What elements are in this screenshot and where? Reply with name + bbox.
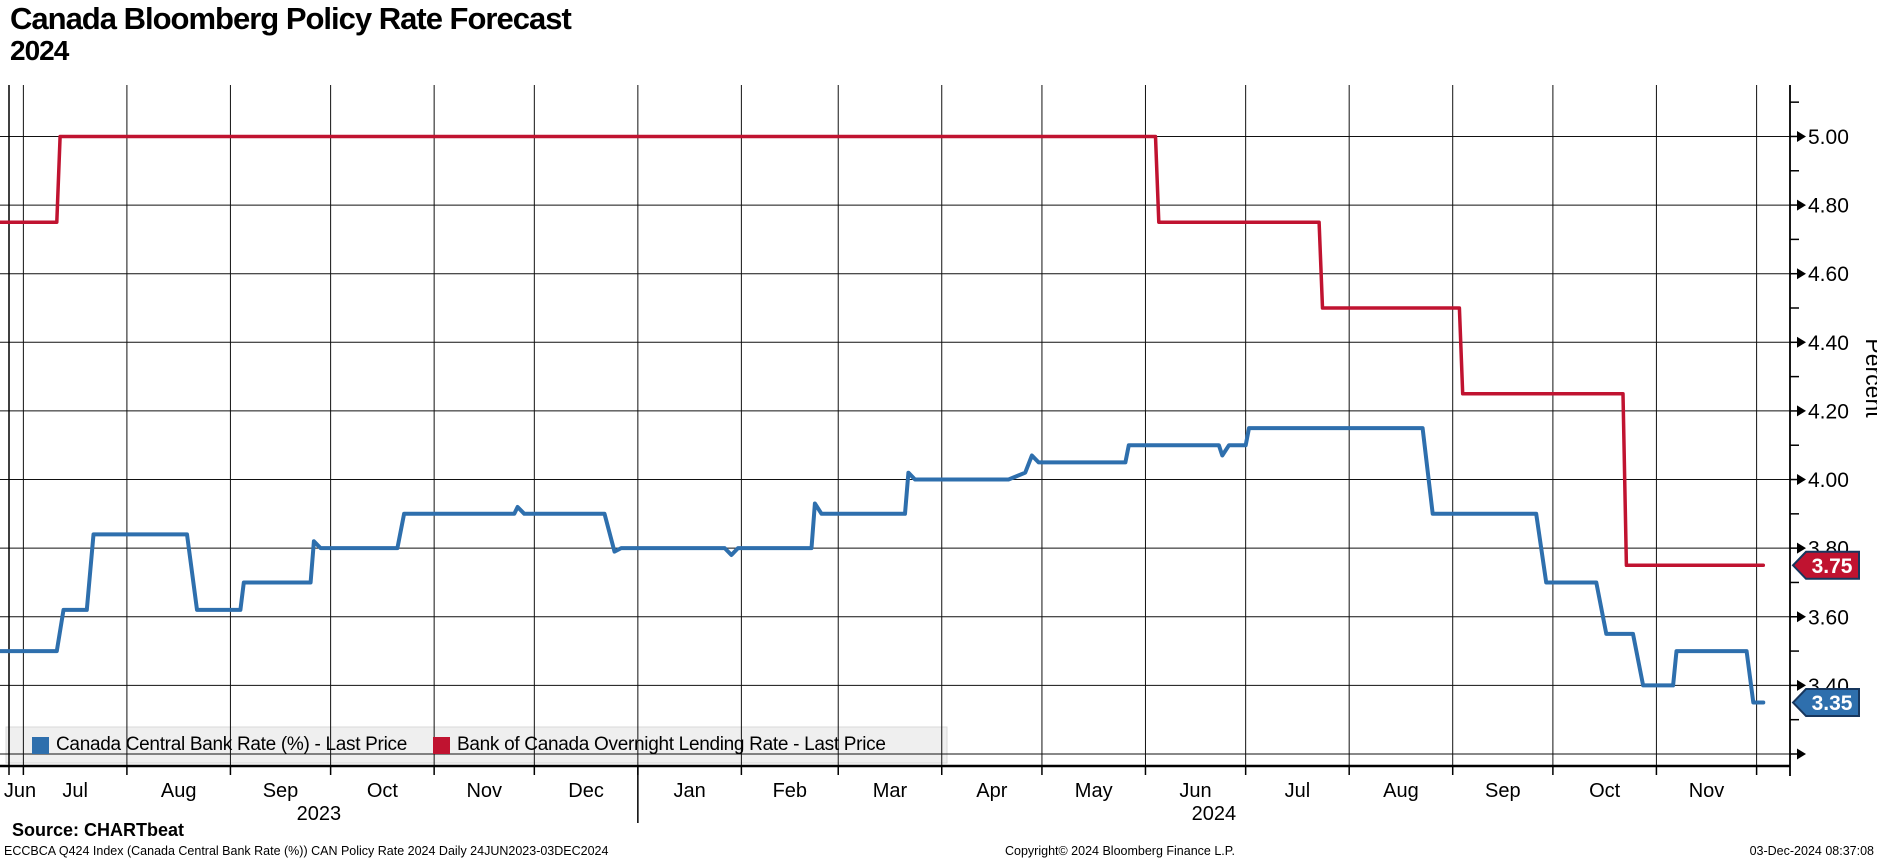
svg-text:3.35: 3.35 (1812, 692, 1853, 715)
y-axis-title: Percent (1861, 338, 1877, 418)
svg-text:4.60: 4.60 (1808, 263, 1849, 286)
svg-text:2024: 2024 (1192, 803, 1237, 825)
source-label: Source: CHARTbeat (12, 820, 185, 840)
page-title: Canada Bloomberg Policy Rate Forecast (10, 1, 572, 36)
svg-text:Jan: Jan (673, 780, 705, 802)
svg-text:Jul: Jul (62, 780, 88, 802)
index-description: ECCBCA Q424 Index (Canada Central Bank R… (4, 844, 609, 858)
svg-text:Mar: Mar (873, 780, 908, 802)
svg-text:5.00: 5.00 (1808, 126, 1849, 149)
gridlines (0, 85, 1790, 766)
last-price-tag-1: 3.35 (1791, 688, 1860, 718)
y-axis-ticks: 5.004.804.604.404.204.003.803.603.40 (1790, 101, 1849, 760)
svg-text:Nov: Nov (1689, 780, 1725, 802)
legend-swatch-0 (32, 736, 49, 754)
svg-text:4.40: 4.40 (1808, 332, 1849, 355)
svg-text:4.00: 4.00 (1808, 469, 1849, 492)
svg-text:Sep: Sep (1485, 780, 1521, 802)
svg-text:4.80: 4.80 (1808, 195, 1849, 218)
x-axis-labels: Jun Jul Aug Sep Oct Nov Dec Jan Feb Mar Apr May Jun J… (4, 780, 1724, 825)
svg-text:Jul: Jul (1285, 780, 1311, 802)
legend-item-1: Bank of Canada Overnight Lending Rate - … (432, 734, 886, 756)
svg-text:4.20: 4.20 (1808, 400, 1849, 423)
svg-text:Jun: Jun (4, 780, 36, 802)
legend-label-0: Canada Central Bank Rate (%) - Last Pric… (56, 734, 407, 755)
legend-strip-bg (5, 726, 948, 764)
svg-text:Aug: Aug (161, 780, 197, 802)
svg-text:Dec: Dec (568, 780, 604, 802)
series-line-1 (0, 134, 1766, 568)
page-subtitle: 2024 (10, 35, 69, 66)
last-price-tag-0: 3.75 (1791, 550, 1860, 580)
svg-text:Nov: Nov (466, 780, 502, 802)
timestamp: 03-Dec-2024 08:37:08 (1749, 844, 1874, 858)
svg-text:May: May (1075, 780, 1113, 802)
legend-item-0: Canada Central Bank Rate (%) - Last Pric… (32, 734, 407, 756)
svg-text:3.60: 3.60 (1808, 606, 1849, 629)
axes (0, 85, 1791, 823)
svg-text:Sep: Sep (263, 780, 299, 802)
svg-text:Aug: Aug (1383, 780, 1419, 802)
series-line-0 (0, 426, 1766, 705)
legend-swatch-1 (432, 736, 450, 754)
legend: Canada Central Bank Rate (%) - Last Pric… (6, 727, 947, 763)
copyright-notice: Copyright© 2024 Bloomberg Finance L.P. (1005, 844, 1235, 858)
svg-text:Feb: Feb (773, 780, 807, 802)
legend-label-1: Bank of Canada Overnight Lending Rate - … (456, 734, 886, 755)
chart-header: Canada Bloomberg Policy Rate Forecast 20… (10, 1, 572, 66)
svg-text:2023: 2023 (297, 803, 342, 825)
svg-text:3.75: 3.75 (1812, 555, 1853, 578)
svg-text:Apr: Apr (976, 780, 1007, 802)
svg-text:Oct: Oct (1589, 780, 1621, 802)
svg-text:Jun: Jun (1179, 780, 1211, 802)
svg-text:Oct: Oct (367, 780, 399, 802)
